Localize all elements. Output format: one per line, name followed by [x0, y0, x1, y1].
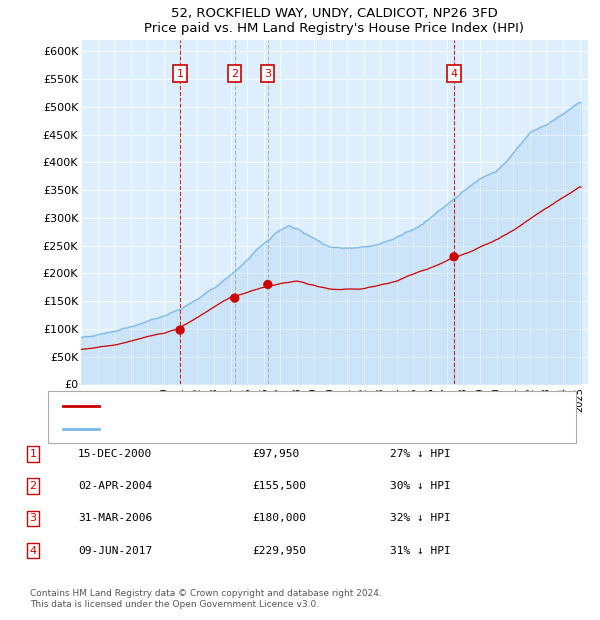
- Title: 52, ROCKFIELD WAY, UNDY, CALDICOT, NP26 3FD
Price paid vs. HM Land Registry's Ho: 52, ROCKFIELD WAY, UNDY, CALDICOT, NP26 …: [145, 7, 524, 35]
- Point: [230, 293, 239, 303]
- Text: HPI: Average price, detached house, Monmouthshire: HPI: Average price, detached house, Monm…: [105, 423, 379, 433]
- Point: [175, 325, 185, 335]
- Point: [263, 280, 272, 290]
- Text: £97,950: £97,950: [252, 449, 299, 459]
- Text: 2: 2: [231, 69, 238, 79]
- Text: £180,000: £180,000: [252, 513, 306, 523]
- Text: 30% ↓ HPI: 30% ↓ HPI: [390, 481, 451, 491]
- Text: 31% ↓ HPI: 31% ↓ HPI: [390, 546, 451, 556]
- Text: 3: 3: [265, 69, 271, 79]
- Text: 52, ROCKFIELD WAY, UNDY, CALDICOT, NP26 3FD (detached house): 52, ROCKFIELD WAY, UNDY, CALDICOT, NP26 …: [105, 401, 457, 412]
- Text: 3: 3: [29, 513, 37, 523]
- Text: 31-MAR-2006: 31-MAR-2006: [78, 513, 152, 523]
- Text: 02-APR-2004: 02-APR-2004: [78, 481, 152, 491]
- Text: 32% ↓ HPI: 32% ↓ HPI: [390, 513, 451, 523]
- Text: 09-JUN-2017: 09-JUN-2017: [78, 546, 152, 556]
- Text: 1: 1: [29, 449, 37, 459]
- Text: Contains HM Land Registry data © Crown copyright and database right 2024.
This d: Contains HM Land Registry data © Crown c…: [30, 590, 382, 609]
- Point: [449, 252, 459, 262]
- Text: 2: 2: [29, 481, 37, 491]
- Text: 4: 4: [451, 69, 458, 79]
- Text: £229,950: £229,950: [252, 546, 306, 556]
- Text: 15-DEC-2000: 15-DEC-2000: [78, 449, 152, 459]
- Text: £155,500: £155,500: [252, 481, 306, 491]
- Text: 1: 1: [176, 69, 184, 79]
- Text: 27% ↓ HPI: 27% ↓ HPI: [390, 449, 451, 459]
- Text: 4: 4: [29, 546, 37, 556]
